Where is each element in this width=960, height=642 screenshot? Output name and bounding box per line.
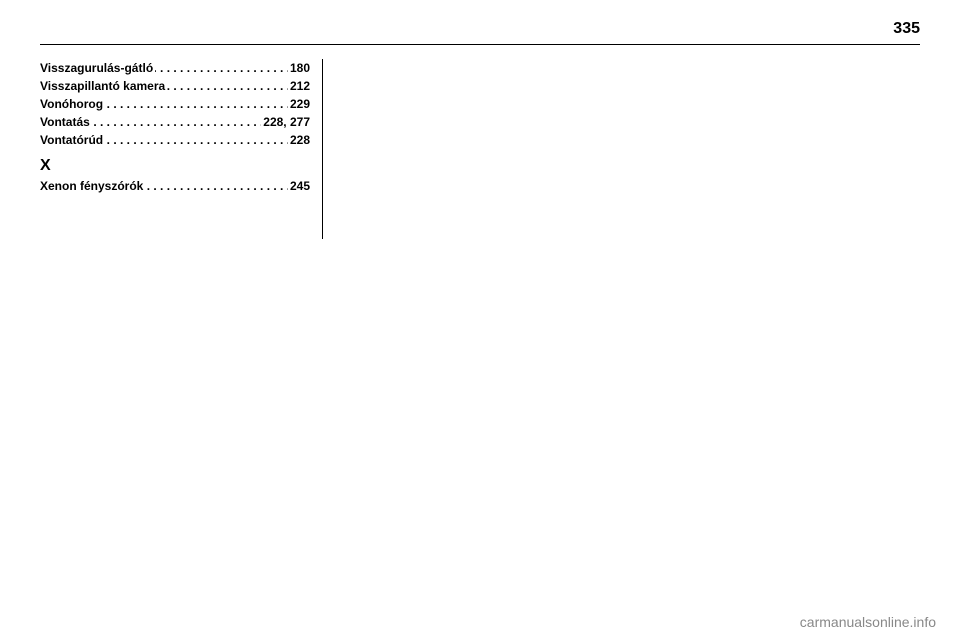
index-row: . . . . . . . . . . . . . . . . . . . . … (40, 131, 310, 149)
index-pages: 245 (288, 177, 310, 195)
index-term: Visszapillantó kamera (40, 77, 167, 95)
index-row: . . . . . . . . . . . . . . . . . . . . … (40, 77, 310, 95)
index-pages: 228 (288, 131, 310, 149)
index-term: Vonóhorog (40, 95, 105, 113)
index-pages: 228, 277 (261, 113, 310, 131)
index-row: . . . . . . . . . . . . . . . . . . . . … (40, 95, 310, 113)
index-term: Visszagurulás-gátló (40, 59, 155, 77)
index-pages: 229 (288, 95, 310, 113)
index-pages: 212 (288, 77, 310, 95)
top-rule (40, 44, 920, 45)
index-term: Vontatórúd (40, 131, 105, 149)
page-number: 335 (40, 20, 920, 38)
index-row: . . . . . . . . . . . . . . . . . . . . … (40, 59, 310, 77)
index-column: . . . . . . . . . . . . . . . . . . . . … (40, 59, 323, 239)
index-row: . . . . . . . . . . . . . . . . . . . . … (40, 177, 310, 195)
content-columns: . . . . . . . . . . . . . . . . . . . . … (40, 59, 920, 239)
section-heading-x: X (40, 157, 310, 175)
index-row: . . . . . . . . . . . . . . . . . . . . … (40, 113, 310, 131)
index-term: Xenon fényszórók (40, 177, 145, 195)
watermark-text: carmanualsonline.info (800, 614, 936, 630)
index-term: Vontatás (40, 113, 92, 131)
index-pages: 180 (288, 59, 310, 77)
